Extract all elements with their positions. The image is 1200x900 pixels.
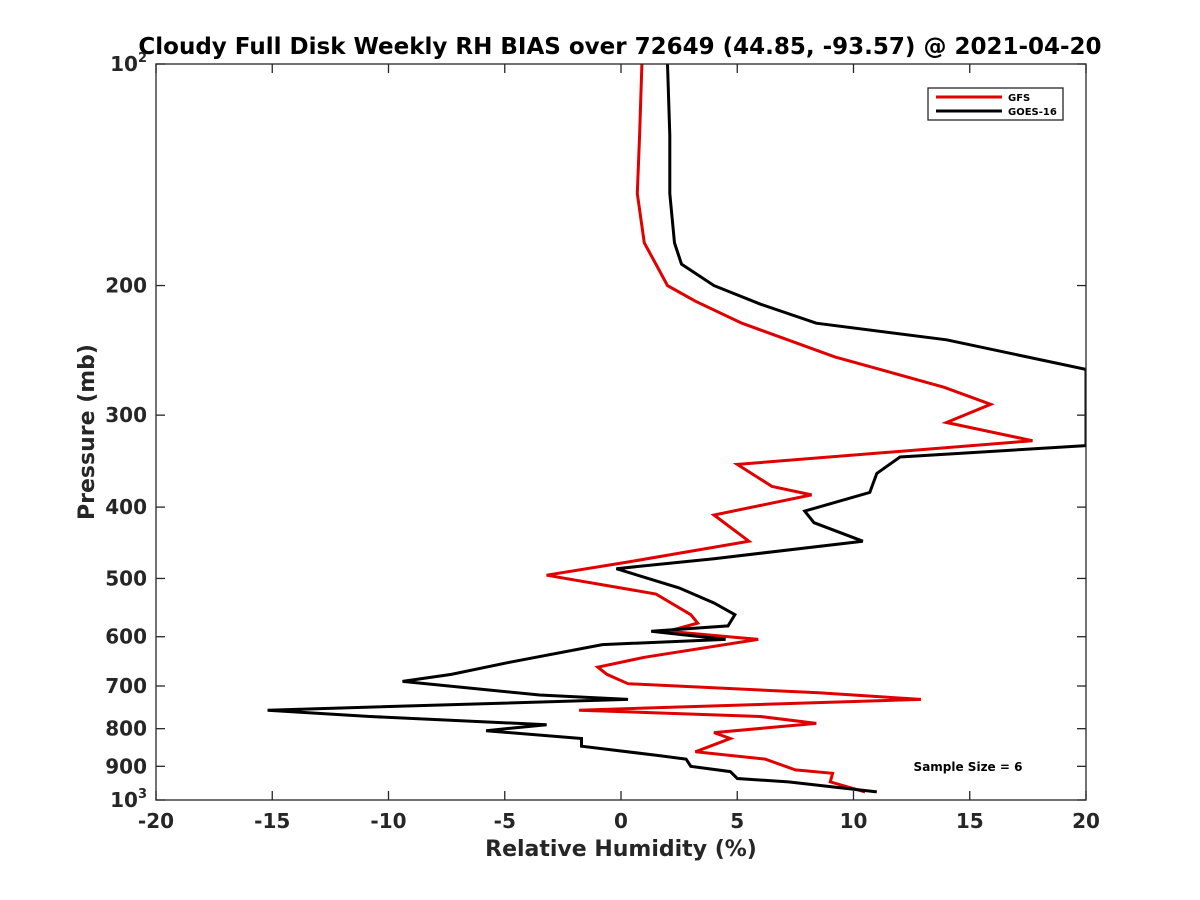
legend-box — [927, 87, 1064, 121]
chart-title: Cloudy Full Disk Weekly RH BIAS over 726… — [138, 34, 1101, 60]
y-tick-label: 300 — [105, 403, 147, 427]
x-tick-label: 10 — [840, 809, 868, 833]
plot-axes-box — [155, 63, 1087, 801]
y-tick-label: 500 — [105, 566, 147, 590]
x-tick-label: -15 — [254, 809, 290, 833]
y-tick-label: 103 — [110, 787, 147, 812]
y-tick-label: 102 — [110, 51, 147, 76]
series-line-goes-16 — [267, 64, 1086, 794]
y-tick-label: 200 — [105, 274, 147, 298]
y-tick-label-exponent: 2 — [138, 51, 147, 66]
x-tick-label: -10 — [370, 809, 406, 833]
y-tick-label-base: 10 — [110, 52, 138, 76]
y-tick-label-exponent: 3 — [138, 787, 147, 802]
y-tick-label-base: 10 — [110, 788, 138, 812]
y-tick-label: 800 — [105, 717, 147, 741]
y-axis-label: Pressure (mb) — [75, 344, 100, 520]
legend: GFS GOES-16 — [927, 87, 1064, 121]
x-tick-label: -20 — [138, 809, 174, 833]
x-tick-label: 0 — [614, 809, 628, 833]
x-tick-label: 20 — [1072, 809, 1100, 833]
y-tick-label: 400 — [105, 495, 147, 519]
x-tick-label: 5 — [730, 809, 744, 833]
x-axis-label: Relative Humidity (%) — [485, 837, 757, 862]
ticks-layer: -20 -15 -10 -5 0 5 10 15 20102200300400500600700… — [105, 51, 1100, 833]
series-line-gfs — [546, 64, 1033, 794]
legend-label-gfs: GFS — [1008, 93, 1030, 104]
x-tick-label: 15 — [956, 809, 984, 833]
sample-size-annotation: Sample Size = 6 — [914, 760, 1023, 774]
series-layer — [267, 64, 1086, 794]
legend-label-goes-16: GOES-16 — [1008, 107, 1057, 118]
y-tick-label: 900 — [105, 754, 147, 778]
x-tick-label: -5 — [494, 809, 516, 833]
y-tick-label: 700 — [105, 674, 147, 698]
y-tick-label: 600 — [105, 625, 147, 649]
